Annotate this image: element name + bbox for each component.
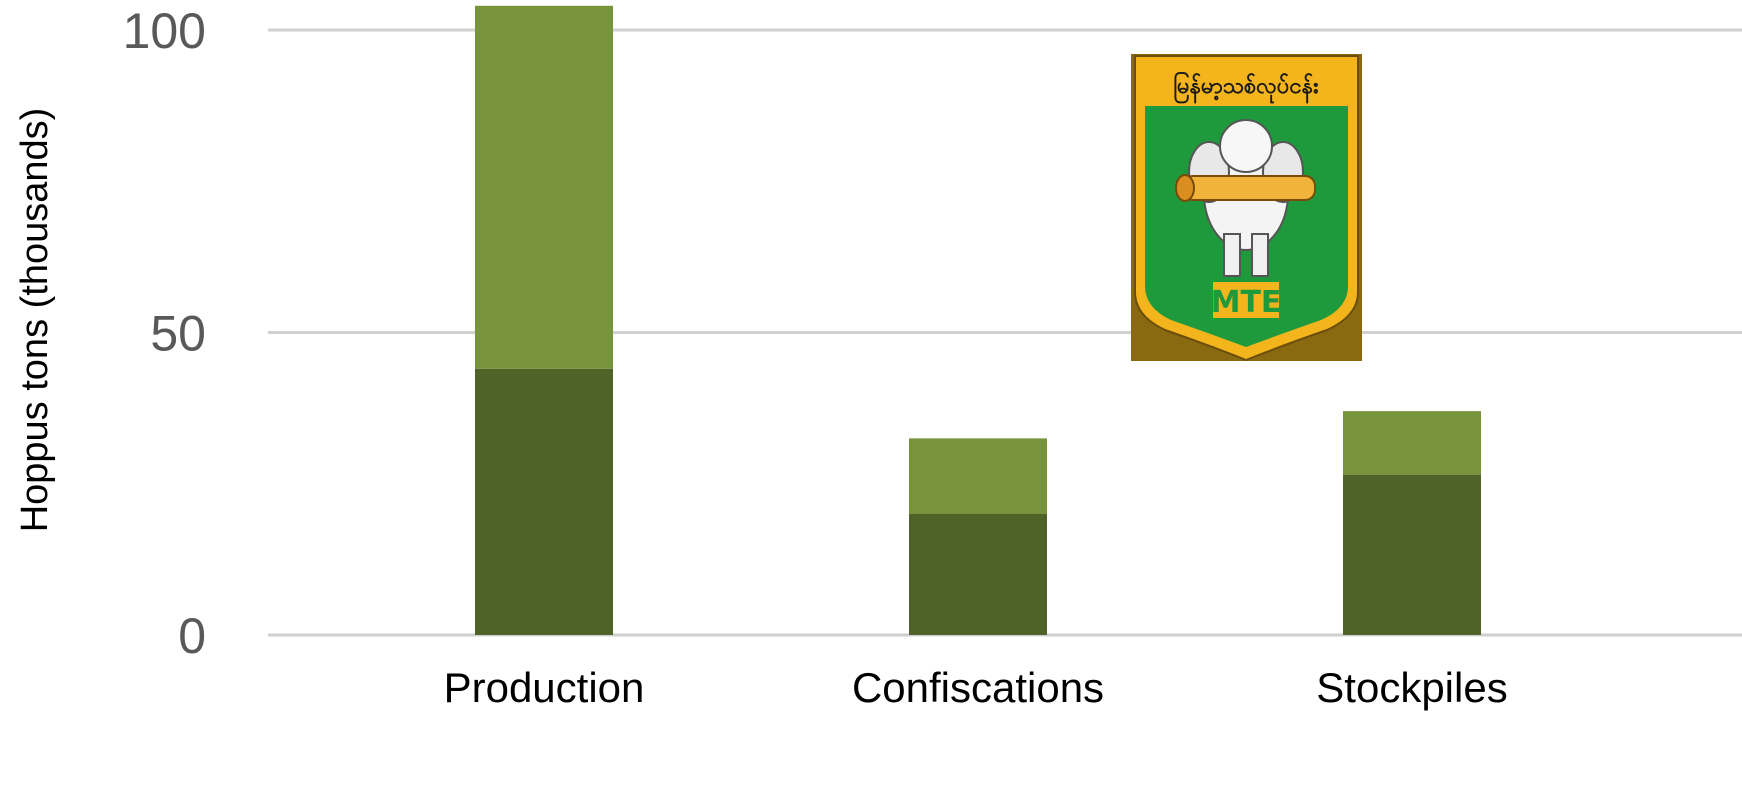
logo-initials: MTE bbox=[1211, 285, 1282, 320]
log-icon bbox=[1175, 174, 1316, 202]
x-tick-label-production: Production bbox=[444, 664, 645, 711]
y-tick-label: 100 bbox=[123, 3, 206, 59]
bar-stockpiles-segment-1 bbox=[1343, 474, 1481, 635]
mte-logo: မြန်မာ့သစ်လုပ်ငန်း MTE bbox=[1131, 54, 1362, 362]
bars bbox=[475, 5, 1481, 635]
bar-stockpiles-segment-2 bbox=[1343, 411, 1481, 475]
x-tick-label-confiscations: Confiscations bbox=[852, 664, 1104, 711]
logo-banner bbox=[1137, 62, 1356, 104]
logo-script-text: မြန်မာ့သစ်လုပ်ငန်း bbox=[1173, 71, 1319, 104]
bar-production-segment-2 bbox=[475, 5, 613, 369]
x-tick-label-stockpiles: Stockpiles bbox=[1316, 664, 1507, 711]
y-tick-labels: 0 50 100 bbox=[123, 3, 206, 664]
bar-confiscations-segment-1 bbox=[909, 514, 1047, 635]
y-axis-label: Hoppus tons (thousands) bbox=[14, 108, 56, 533]
y-tick-label: 50 bbox=[150, 306, 206, 362]
logo-initials-panel bbox=[1213, 282, 1279, 318]
bar-confiscations-segment-2 bbox=[909, 438, 1047, 514]
bar-production-segment-1 bbox=[475, 368, 613, 635]
x-tick-labels: Production Confiscations Stockpiles bbox=[444, 664, 1508, 711]
y-tick-label: 0 bbox=[178, 608, 206, 664]
